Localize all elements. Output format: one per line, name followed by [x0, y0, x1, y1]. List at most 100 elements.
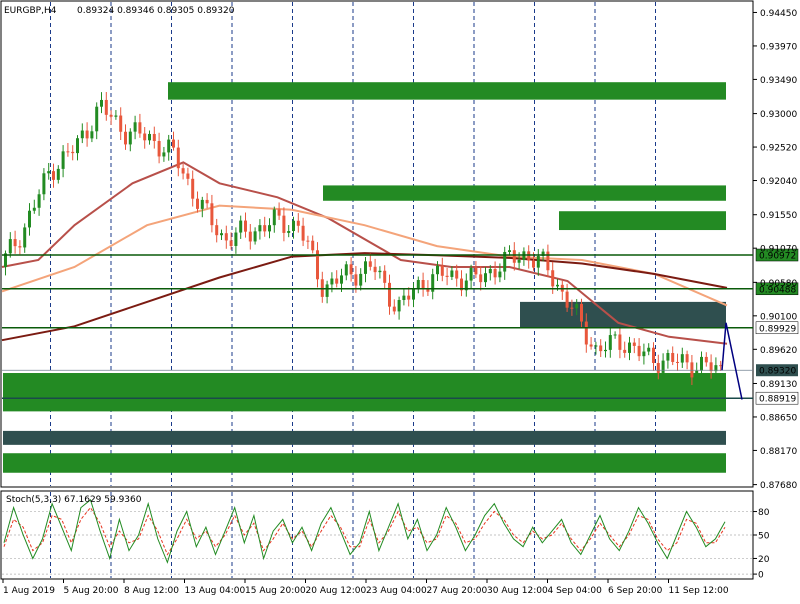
x-tick-label: 8 Aug 12:00: [124, 586, 179, 596]
level-label-box: [755, 321, 799, 335]
price-zones: [3, 82, 726, 473]
candle-body: [205, 199, 209, 204]
candle-body: [37, 194, 41, 208]
candle-body: [287, 231, 291, 233]
candle-body: [325, 284, 329, 297]
y-tick-label: 0.88650: [760, 413, 797, 423]
candle-body: [76, 138, 79, 154]
candle-body: [556, 284, 559, 287]
y-tick-label: 0.94450: [760, 9, 797, 19]
candle-body: [90, 131, 94, 139]
candle-body: [565, 291, 569, 308]
candle-body: [368, 261, 372, 267]
level-label: 0.90972: [759, 252, 796, 262]
candle-body: [517, 259, 521, 263]
candle-body: [383, 270, 387, 283]
candle-body: [642, 351, 646, 357]
y-tick-label: 0.91070: [760, 245, 797, 255]
candle-body: [412, 288, 415, 300]
candle-body: [685, 354, 689, 363]
moving-averages: [1, 161, 728, 345]
candle-body: [215, 225, 219, 236]
stochastic-panel: 80 50 20 0 Stoch(5,3,3) 67.1629 59.9360: [0, 490, 770, 581]
candle-body: [426, 288, 430, 292]
y-tick-label: 0.90100: [760, 312, 797, 322]
candle-body: [52, 171, 55, 180]
candle-body: [152, 133, 156, 142]
candle-body: [200, 199, 204, 209]
candle-body: [695, 370, 699, 378]
supply-zone: [168, 82, 726, 100]
time-axis: 1 Aug 2019 5 Aug 20:00 8 Aug 12:00 13 Aug 0…: [2, 579, 729, 596]
candle-body: [719, 365, 723, 367]
candle-body: [258, 225, 262, 232]
candle-body: [536, 255, 540, 268]
level-label: 0.88919: [759, 395, 796, 405]
y-tick-label: 0.88170: [760, 447, 797, 457]
candle-body: [714, 365, 718, 372]
candle-body: [56, 168, 60, 180]
candle-body: [119, 115, 123, 132]
candle-body: [373, 266, 377, 273]
candle-body: [416, 280, 420, 289]
candle-body: [282, 215, 286, 233]
candle-body: [493, 268, 497, 278]
candle-body: [114, 115, 118, 117]
candle-body: [364, 261, 367, 274]
candle-body: [272, 209, 276, 226]
x-tick-label: 20 Aug 12:00: [306, 586, 367, 596]
current-price-label: 0.89320: [759, 367, 796, 377]
supply-zone: [323, 185, 726, 201]
candle-body: [306, 240, 310, 242]
candle-body: [124, 131, 127, 145]
candle-body: [157, 141, 161, 157]
candle-body: [80, 130, 84, 139]
candle-body: [397, 300, 401, 312]
demand-zone: [3, 453, 726, 473]
candle-body: [479, 274, 483, 283]
candle-body: [613, 334, 617, 336]
candle-body: [66, 151, 70, 153]
candle-body: [172, 139, 175, 148]
candle-body: [527, 251, 531, 261]
candle-body: [220, 233, 223, 236]
candle-body: [431, 274, 435, 292]
forecast-path: [721, 322, 743, 400]
x-tick-label: 6 Sep 20:00: [608, 586, 663, 596]
candle-body: [512, 250, 516, 263]
candle-body: [488, 268, 492, 274]
candle-body: [359, 273, 363, 286]
candle-body: [71, 151, 75, 154]
candle-body: [143, 133, 147, 141]
dark-zone: [3, 430, 726, 445]
candle-body: [148, 133, 151, 141]
candle-body: [335, 278, 339, 284]
candle-body: [248, 231, 252, 242]
candle-body: [436, 265, 439, 275]
candle-body: [181, 168, 185, 174]
candle-body: [484, 273, 487, 283]
level-label: 0.89929: [759, 324, 796, 334]
candle-body: [229, 240, 233, 246]
candle-body: [277, 209, 281, 216]
x-tick-label: 1 Aug 2019: [3, 586, 55, 596]
candle-body: [580, 303, 583, 322]
candle-body: [450, 270, 454, 277]
candle-body: [700, 356, 703, 371]
candle-body: [176, 147, 180, 169]
candle-body: [671, 352, 675, 362]
stoch-lines: [3, 498, 726, 564]
candle-body: [42, 173, 46, 195]
horizontal-levels: 0.90972 0.90488 0.89929 0.88919 0.89320: [2, 248, 799, 405]
candle-body: [301, 225, 305, 241]
x-tick-label: 27 Aug 20:00: [427, 586, 488, 596]
candle-body: [474, 267, 478, 275]
candle-body: [551, 270, 555, 287]
candle-body: [128, 131, 132, 145]
candle-body: [47, 171, 51, 174]
price-axis: 0.94450 0.93970 0.93490 0.93000 0.92520 0.920…: [753, 9, 797, 491]
candle-body: [407, 295, 411, 300]
x-tick-label: 13 Aug 04:00: [185, 586, 246, 596]
